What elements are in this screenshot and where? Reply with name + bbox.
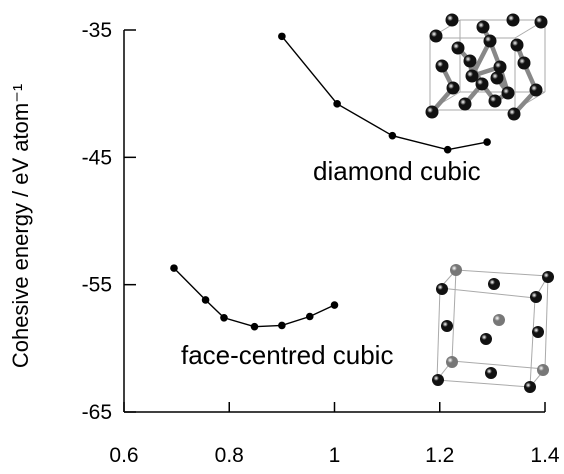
atom-sphere <box>446 81 460 95</box>
atom-sphere <box>463 54 477 68</box>
atom-sphere <box>510 38 524 52</box>
lattice-frame-edge <box>451 360 546 370</box>
lattice-frame-edge <box>436 379 531 388</box>
atom-sphere <box>465 69 479 83</box>
atom-sphere <box>493 60 507 74</box>
data-point <box>278 32 286 41</box>
atom-sphere <box>458 97 472 111</box>
atom-sphere <box>446 356 458 368</box>
x-tick-label: 0.8 <box>215 444 244 467</box>
lattice-frame-edge <box>436 287 441 381</box>
atom-sphere <box>475 77 489 91</box>
atom-sphere <box>530 291 542 303</box>
atom-sphere <box>517 56 531 70</box>
atom-sphere <box>532 326 544 338</box>
x-tick-label: 1.2 <box>425 444 454 467</box>
data-point <box>483 138 491 146</box>
lattice-frame-edge <box>451 269 457 362</box>
y-tick-label: -35 <box>82 19 112 42</box>
atom-sphere <box>436 283 448 295</box>
x-tick-label: 1.4 <box>530 444 560 467</box>
lattice-bond <box>469 39 493 78</box>
atom-sphere <box>506 13 520 27</box>
x-tick-label: 0.6 <box>109 444 138 467</box>
y-axis-label: Cohesive energy / eV atom⁻¹ <box>8 84 33 368</box>
atom-sphere <box>488 94 502 108</box>
data-point <box>305 312 314 321</box>
atom-sphere <box>451 41 465 55</box>
diamond-cubic-lattice-icon <box>425 13 548 121</box>
annotation-face-centred-cubic: face-centred cubic <box>181 340 393 370</box>
y-tick-label: -65 <box>82 401 112 424</box>
data-point <box>250 322 259 331</box>
data-point <box>278 321 286 330</box>
atom-sphere <box>476 20 490 34</box>
atom-sphere <box>432 374 444 386</box>
atom-sphere <box>480 333 492 345</box>
y-tick-label: -45 <box>82 146 112 169</box>
atom-sphere <box>537 364 549 376</box>
data-point <box>201 296 210 304</box>
atom-sphere <box>542 271 554 283</box>
atom-sphere <box>493 314 505 326</box>
atom-sphere <box>534 15 548 29</box>
data-point <box>170 264 178 272</box>
lattice-frame-edge <box>455 269 549 277</box>
x-tick-label: 1 <box>329 444 341 467</box>
atom-sphere <box>529 83 543 97</box>
lattice-frame-edge <box>544 275 549 370</box>
data-point <box>333 100 341 108</box>
atom-sphere <box>441 320 453 332</box>
data-point <box>388 131 397 140</box>
atom-sphere <box>501 86 515 100</box>
atom-sphere <box>445 13 459 27</box>
lattice-frame-edge <box>439 287 536 299</box>
atom-sphere <box>429 29 443 43</box>
atom-sphere <box>488 278 500 290</box>
y-axis-ticks: -35 -45 -55 -65 <box>82 19 136 424</box>
atom-sphere <box>425 105 439 119</box>
atom-sphere <box>490 71 504 85</box>
data-point <box>330 301 339 309</box>
x-axis-ticks: 0.6 0.8 1 1.2 1.4 <box>109 402 560 467</box>
lattice-frame-edge <box>529 297 536 388</box>
atom-sphere <box>435 59 449 73</box>
annotation-diamond-cubic: diamond cubic <box>313 156 481 186</box>
series-layer <box>170 32 491 331</box>
atom-sphere <box>450 264 462 276</box>
y-tick-label: -55 <box>82 274 112 297</box>
data-point <box>443 145 452 154</box>
data-point <box>220 313 228 322</box>
atom-sphere <box>483 34 497 48</box>
atom-sphere <box>485 367 497 379</box>
fcc-lattice-icon <box>432 264 554 393</box>
atom-sphere <box>524 381 536 393</box>
atom-sphere <box>507 107 521 121</box>
